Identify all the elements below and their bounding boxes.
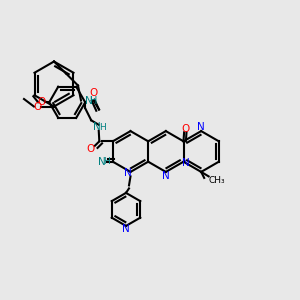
Text: O: O: [89, 88, 97, 98]
Text: CH₃: CH₃: [209, 176, 225, 185]
Text: O: O: [33, 101, 42, 112]
Text: O: O: [37, 97, 45, 107]
Text: N: N: [85, 95, 92, 106]
Text: O: O: [181, 124, 189, 134]
Text: H: H: [103, 157, 110, 166]
Text: N: N: [98, 157, 105, 167]
Text: H: H: [99, 123, 106, 132]
Text: N: N: [93, 122, 101, 132]
Text: O: O: [86, 144, 94, 154]
Text: N: N: [162, 171, 170, 182]
Text: H: H: [90, 95, 98, 106]
Text: N: N: [124, 168, 132, 178]
Text: N: N: [197, 122, 205, 132]
Text: N: N: [182, 158, 190, 168]
Text: N: N: [122, 224, 130, 235]
